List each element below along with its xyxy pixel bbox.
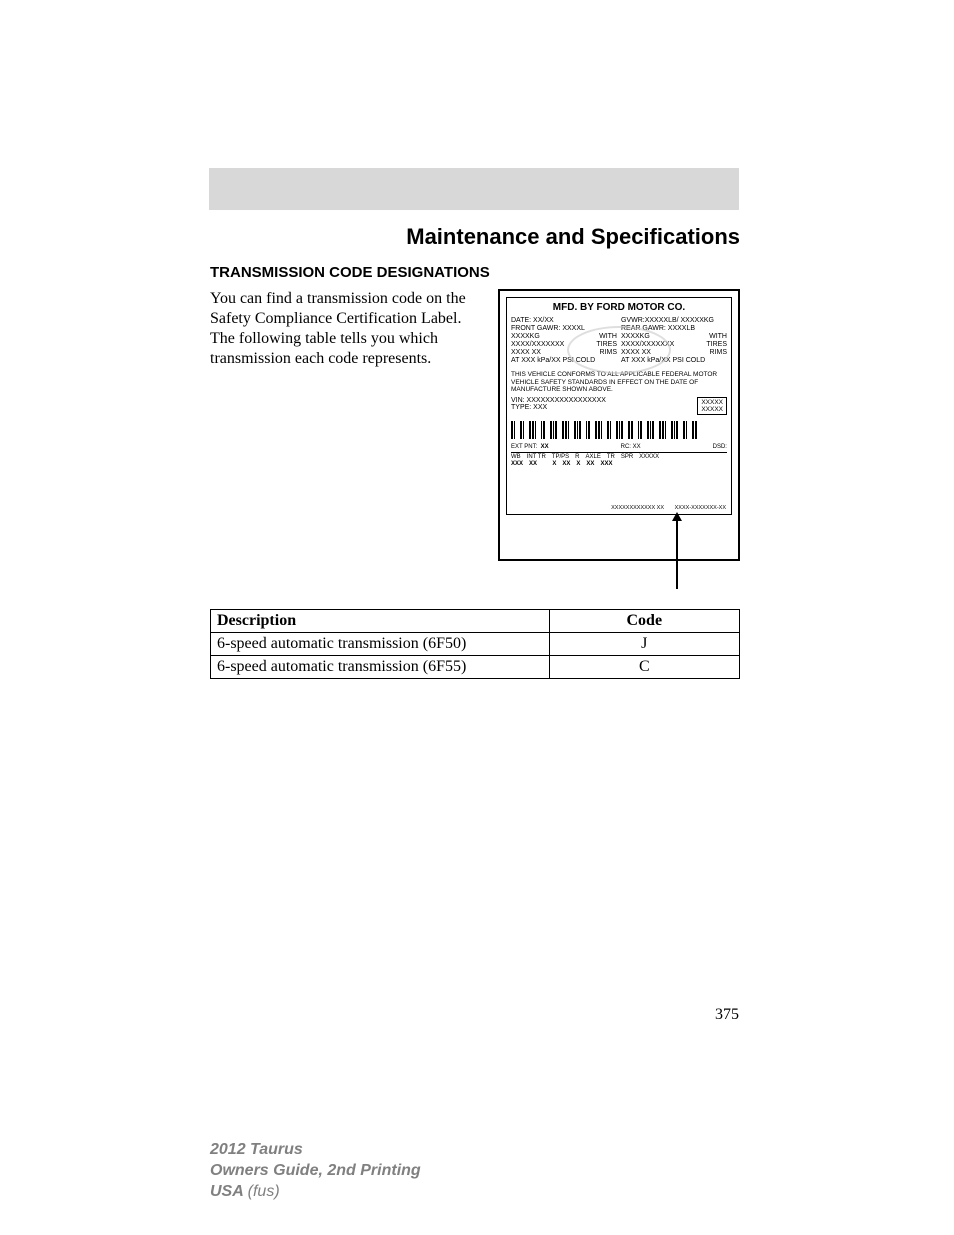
table-row: 6-speed automatic transmission (6F50) J	[211, 633, 740, 656]
bg-vint: XX	[529, 461, 537, 468]
section-title: Maintenance and Specifications	[210, 224, 740, 250]
td-description: 6-speed automatic transmission (6F55)	[211, 656, 550, 679]
table-header-row: Description Code	[211, 610, 740, 633]
pointer-line	[676, 521, 678, 589]
th-description: Description	[211, 610, 550, 633]
bg-extv: XX	[541, 444, 549, 450]
transmission-code-table: Description Code 6-speed automatic trans…	[210, 609, 740, 679]
bg-r: R	[575, 454, 579, 461]
bg-dsd: DSD:	[713, 444, 727, 451]
pointer-arrow-icon	[672, 512, 682, 521]
bg-wb: WB	[511, 454, 521, 461]
page-number: 375	[715, 1006, 739, 1024]
page-content: Maintenance and Specifications TRANSMISS…	[210, 224, 740, 679]
serial1: XXXXXXXXXXXX XX	[611, 505, 664, 511]
body-paragraph: You can find a transmission code on the …	[210, 289, 482, 561]
bg-vax: XX	[562, 461, 570, 468]
td-description: 6-speed automatic transmission (6F50)	[211, 633, 550, 656]
bg-vwb: XXX	[511, 461, 523, 468]
ford-oval-watermark	[567, 326, 671, 374]
footer-line1: 2012 Taurus	[210, 1140, 421, 1161]
vin-box: XXXXX XXXXX	[697, 397, 727, 415]
subsection-heading: TRANSMISSION CODE DESIGNATIONS	[210, 264, 740, 281]
l-tires: XXXX/XXXXXXX	[511, 341, 564, 349]
body-row: You can find a transmission code on the …	[210, 289, 740, 561]
td-code: J	[549, 633, 739, 656]
td-code: C	[549, 656, 739, 679]
box2: XXXXX	[701, 406, 723, 413]
l-date: DATE: XX/XX	[511, 317, 617, 325]
conformity-text: THIS VEHICLE CONFORMS TO ALL APPLICABLE …	[511, 371, 727, 393]
gray-header-bar	[209, 168, 739, 210]
barcode	[511, 421, 727, 439]
bg-vtr: X	[576, 461, 580, 468]
bg-vtp: X	[552, 461, 556, 468]
bg-tp: TP/PS	[552, 454, 569, 461]
vin-row: VIN: XXXXXXXXXXXXXXXXX TYPE: XXX XXXXX X…	[511, 397, 727, 415]
bg-rc: RC: XX	[621, 444, 641, 451]
r-tireslbl: TIRES	[706, 341, 727, 349]
r-rimslbl: RIMS	[710, 349, 728, 357]
vin-text: VIN: XXXXXXXXXXXXXXXXX	[511, 397, 606, 404]
label-inner: MFD. BY FORD MOTOR CO. DATE: XX/XX FRONT…	[506, 297, 732, 515]
th-code: Code	[549, 610, 739, 633]
bg-ax: AXLE	[585, 454, 600, 461]
table-row: 6-speed automatic transmission (6F55) C	[211, 656, 740, 679]
type-text: TYPE: XXX	[511, 404, 606, 411]
bg-vxxx: XXX	[600, 461, 612, 468]
footer-line2: Owners Guide, 2nd Printing	[210, 1161, 421, 1182]
r-gvwr: GVWR:XXXXXLB/ XXXXXKG	[621, 317, 727, 325]
bg-spr: SPR	[621, 454, 633, 461]
mfd-by-text: MFD. BY FORD MOTOR CO.	[511, 302, 727, 313]
r-with: WITH	[709, 333, 727, 341]
bg-int: INT TR	[527, 454, 546, 461]
bottom-grid: EXT PNT: XX RC: XX DSD: WB INT TR TP/PS …	[511, 444, 727, 469]
footer: 2012 Taurus Owners Guide, 2nd Printing U…	[210, 1140, 421, 1202]
bg-tr: TR	[607, 454, 615, 461]
l-kg: XXXXKG	[511, 333, 540, 341]
footer-line3: USA (fus)	[210, 1182, 421, 1203]
compliance-label-diagram: MFD. BY FORD MOTOR CO. DATE: XX/XX FRONT…	[498, 289, 740, 561]
serial2: XXXX-XXXXXXX-XX	[675, 505, 726, 511]
bg-vxx: XX	[586, 461, 594, 468]
bg-xx: XXXXX	[639, 454, 659, 461]
bg-ext: EXT PNT:	[511, 444, 537, 450]
l-rims: XXXX XX	[511, 349, 541, 357]
box1: XXXXX	[701, 399, 723, 406]
